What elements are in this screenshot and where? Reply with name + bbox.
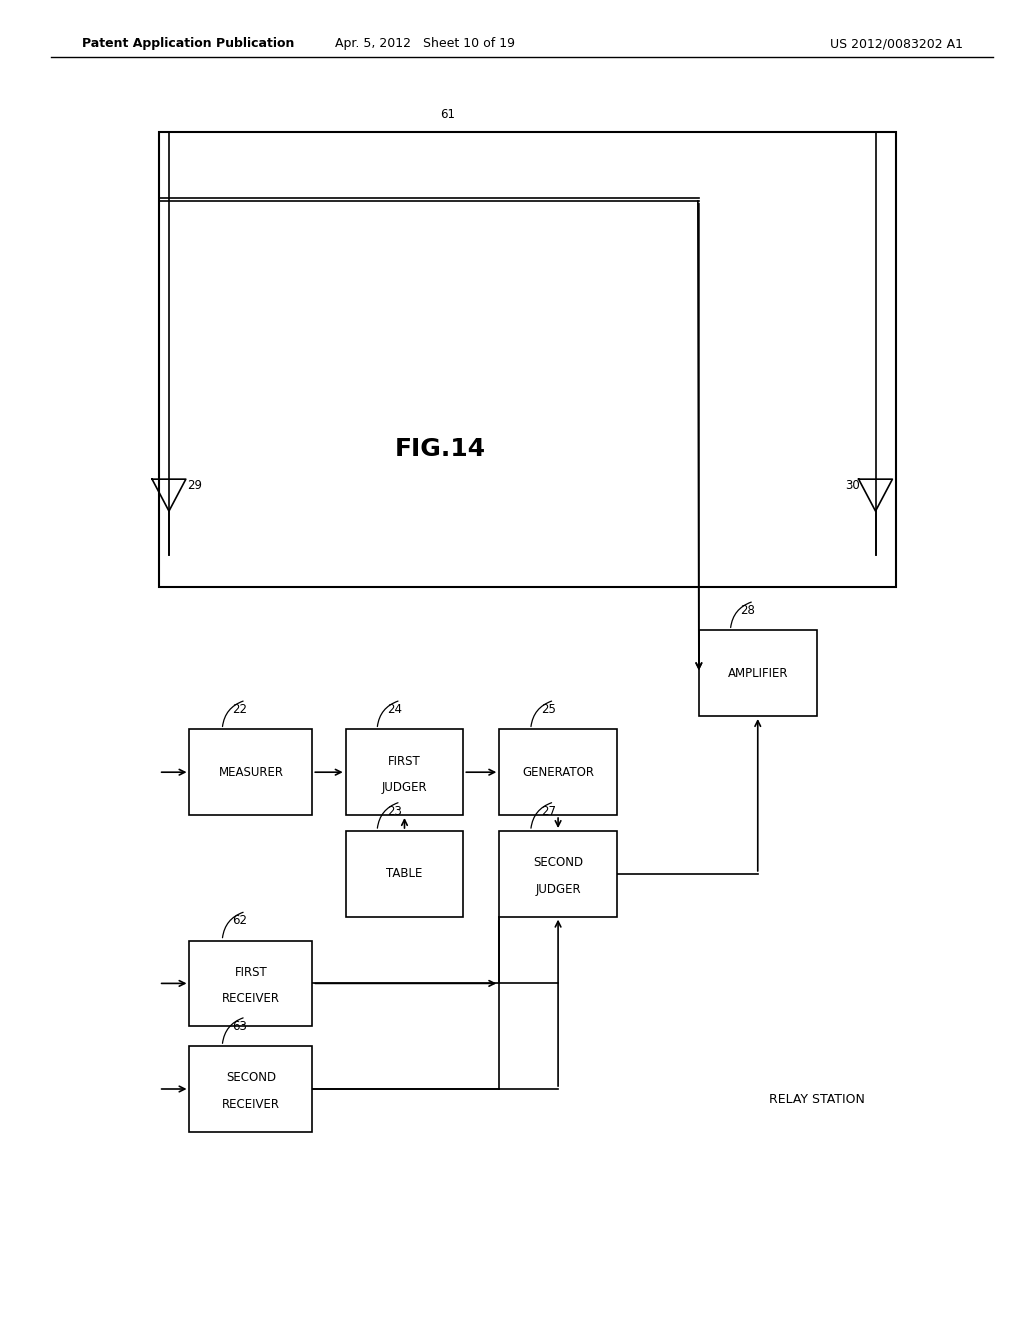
Bar bbox=[189, 729, 312, 816]
Text: JUDGER: JUDGER bbox=[536, 883, 581, 896]
Text: 27: 27 bbox=[541, 805, 556, 817]
Text: 24: 24 bbox=[387, 704, 402, 715]
Text: JUDGER: JUDGER bbox=[382, 781, 427, 795]
Text: 63: 63 bbox=[232, 1020, 248, 1032]
Text: MEASURER: MEASURER bbox=[218, 766, 284, 779]
Bar bbox=[500, 832, 616, 916]
Text: 29: 29 bbox=[187, 479, 203, 492]
Bar bbox=[189, 1045, 312, 1133]
Text: FIRST: FIRST bbox=[388, 755, 421, 767]
Text: RECEIVER: RECEIVER bbox=[222, 1098, 280, 1111]
Text: Patent Application Publication: Patent Application Publication bbox=[82, 37, 294, 50]
Text: 22: 22 bbox=[232, 704, 248, 715]
Text: Apr. 5, 2012   Sheet 10 of 19: Apr. 5, 2012 Sheet 10 of 19 bbox=[335, 37, 515, 50]
Text: FIRST: FIRST bbox=[234, 966, 267, 978]
Bar bbox=[189, 940, 312, 1027]
Bar bbox=[346, 832, 463, 916]
Text: AMPLIFIER: AMPLIFIER bbox=[727, 667, 788, 680]
Bar bbox=[500, 729, 616, 816]
Text: 28: 28 bbox=[740, 605, 756, 618]
Text: SECOND: SECOND bbox=[534, 857, 583, 869]
Text: FIG.14: FIG.14 bbox=[395, 437, 485, 461]
Bar bbox=[346, 729, 463, 816]
Text: RECEIVER: RECEIVER bbox=[222, 993, 280, 1006]
Text: 23: 23 bbox=[387, 805, 402, 817]
Text: GENERATOR: GENERATOR bbox=[522, 766, 594, 779]
Bar bbox=[159, 132, 896, 587]
Text: 61: 61 bbox=[440, 108, 456, 121]
Text: 25: 25 bbox=[541, 704, 556, 715]
Text: RELAY STATION: RELAY STATION bbox=[769, 1093, 865, 1106]
Text: 62: 62 bbox=[232, 915, 248, 927]
Text: TABLE: TABLE bbox=[386, 867, 423, 880]
Bar bbox=[698, 631, 817, 715]
Text: US 2012/0083202 A1: US 2012/0083202 A1 bbox=[829, 37, 963, 50]
Text: SECOND: SECOND bbox=[226, 1072, 275, 1084]
Text: 30: 30 bbox=[845, 479, 859, 492]
